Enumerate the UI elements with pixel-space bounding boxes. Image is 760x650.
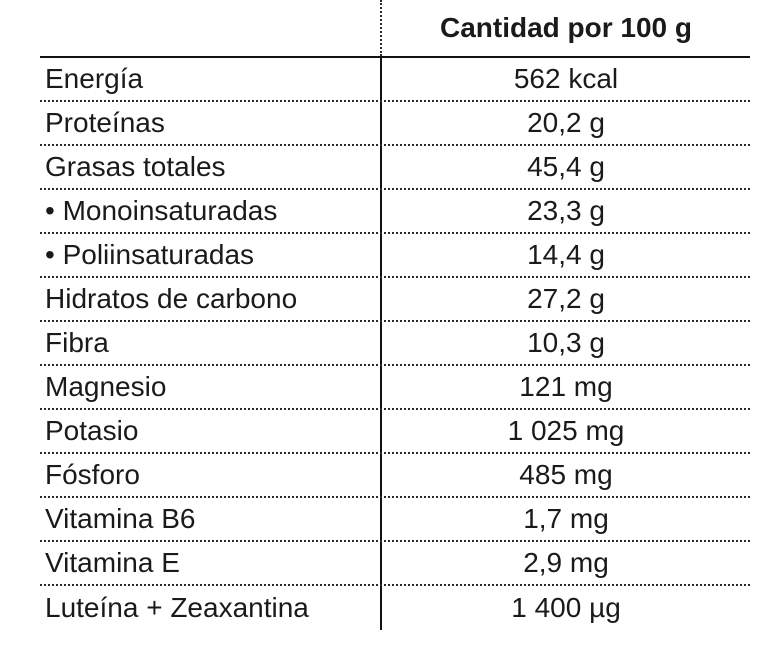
nutrition-table: Cantidad por 100 g Energía 562 kcal Prot… — [40, 0, 750, 630]
nutrient-label: Proteínas — [45, 107, 165, 138]
table-row-poliinsaturadas: • Poliinsaturadas 14,4 g — [40, 234, 750, 278]
nutrient-value: 121 mg — [380, 366, 750, 408]
table-row-fosforo: Fósforo 485 mg — [40, 454, 750, 498]
nutrient-value: 20,2 g — [380, 102, 750, 144]
table-row-fibra: Fibra 10,3 g — [40, 322, 750, 366]
nutrient-value: 23,3 g — [380, 190, 750, 232]
table-row-hidratos-de-carbono: Hidratos de carbono 27,2 g — [40, 278, 750, 322]
header-empty-cell — [40, 0, 380, 56]
table-row-magnesio: Magnesio 121 mg — [40, 366, 750, 410]
table-header-row: Cantidad por 100 g — [40, 0, 750, 58]
nutrient-value: 27,2 g — [380, 278, 750, 320]
nutrient-value: 2,9 mg — [380, 542, 750, 584]
nutrient-label: Luteína + Zeaxantina — [45, 592, 309, 623]
nutrient-value: 1,7 mg — [380, 498, 750, 540]
nutrient-value: 485 mg — [380, 454, 750, 496]
nutrient-label: • Poliinsaturadas — [45, 239, 255, 270]
table-row-potasio: Potasio 1 025 mg — [40, 410, 750, 454]
nutrient-label: Grasas totales — [45, 151, 226, 182]
nutrient-value: 562 kcal — [380, 58, 750, 100]
nutrient-value: 1 025 mg — [380, 410, 750, 452]
column-header-amount-per-100g: Cantidad por 100 g — [380, 0, 750, 56]
nutrient-label: Potasio — [45, 415, 139, 446]
nutrient-value: 1 400 µg — [380, 586, 750, 630]
table-row-luteina-zeaxantina: Luteína + Zeaxantina 1 400 µg — [40, 586, 750, 630]
nutrient-label: Magnesio — [45, 371, 167, 402]
table-row-monoinsaturadas: • Monoinsaturadas 23,3 g — [40, 190, 750, 234]
nutrient-value: 14,4 g — [380, 234, 750, 276]
table-row-vitamina-e: Vitamina E 2,9 mg — [40, 542, 750, 586]
nutrient-label: • Monoinsaturadas — [45, 195, 278, 226]
nutrient-value: 45,4 g — [380, 146, 750, 188]
nutrient-label: Energía — [45, 63, 144, 94]
table-row-vitamina-b6: Vitamina B6 1,7 mg — [40, 498, 750, 542]
nutrient-label: Fósforo — [45, 459, 140, 490]
nutrient-label: Vitamina B6 — [45, 503, 196, 534]
table-row-proteinas: Proteínas 20,2 g — [40, 102, 750, 146]
nutrient-label: Vitamina E — [45, 547, 180, 578]
table-row-grasas-totales: Grasas totales 45,4 g — [40, 146, 750, 190]
nutrient-label: Fibra — [45, 327, 109, 358]
nutrient-value: 10,3 g — [380, 322, 750, 364]
nutrient-label: Hidratos de carbono — [45, 283, 298, 314]
table-row-energia: Energía 562 kcal — [40, 58, 750, 102]
